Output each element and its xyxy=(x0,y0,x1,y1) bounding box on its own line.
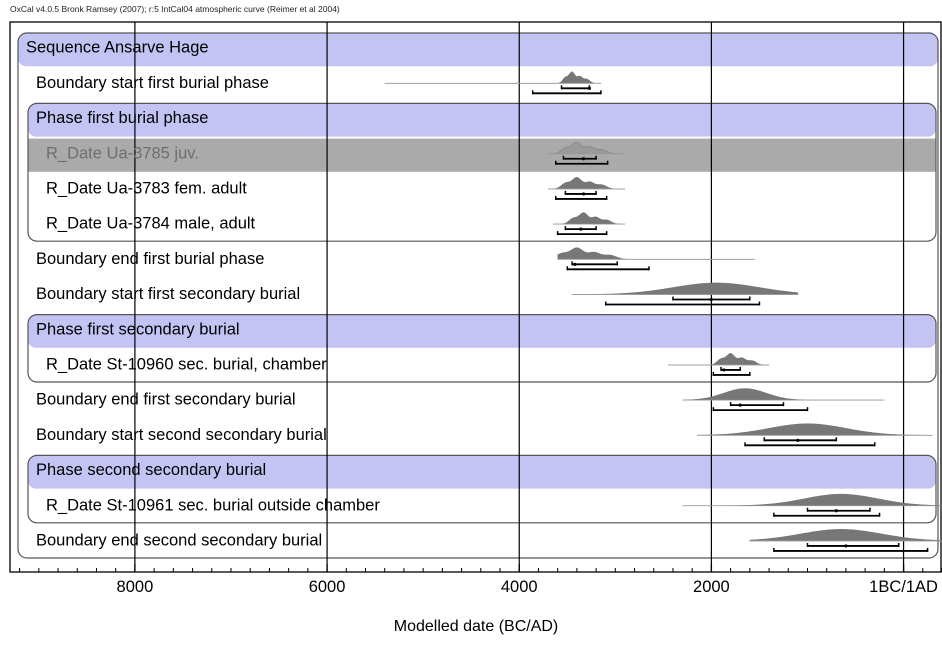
posterior-distribution xyxy=(557,247,755,260)
row-label: R_Date Ua-3783 fem. adult xyxy=(46,180,247,198)
median-marker xyxy=(582,192,586,196)
software-header: OxCal v4.0.5 Bronk Ramsey (2007); r:5 In… xyxy=(10,4,340,14)
tick-label: 1BC/1AD xyxy=(869,578,938,596)
median-marker xyxy=(582,157,586,161)
posterior-distribution xyxy=(668,353,770,366)
median-marker xyxy=(709,297,714,302)
median-marker xyxy=(573,262,577,266)
phase-label: Phase first burial phase xyxy=(36,109,208,127)
phase-header-band xyxy=(28,314,936,348)
median-marker xyxy=(722,368,726,372)
median-marker xyxy=(587,86,591,90)
median-marker xyxy=(844,544,848,548)
median-marker xyxy=(738,403,742,407)
posterior-distribution xyxy=(384,71,601,84)
row-label: R_Date St-10961 sec. burial outside cham… xyxy=(46,496,380,514)
tick-label: 4000 xyxy=(501,578,538,596)
posterior-distribution xyxy=(572,282,799,295)
plot-border xyxy=(9,21,942,573)
x-axis-label: Modelled date (BC/AD) xyxy=(394,618,559,635)
sequence-label: Sequence Ansarve Hage xyxy=(26,39,209,57)
row-label: R_Date Ua-3785 juv. xyxy=(46,144,199,162)
posterior-distribution xyxy=(696,423,933,436)
row-label: Boundary end first burial phase xyxy=(36,250,264,268)
tick-label: 6000 xyxy=(309,578,346,596)
phase-header-band xyxy=(28,455,936,489)
row-label: Boundary start first secondary burial xyxy=(36,285,300,303)
posterior-distribution xyxy=(682,388,885,401)
posterior-distribution xyxy=(552,212,625,225)
row-label: Boundary end second secondary burial xyxy=(36,532,322,550)
median-marker xyxy=(834,509,838,513)
row-label: Boundary start first burial phase xyxy=(36,74,269,92)
row-label: R_Date St-10960 sec. burial, chamber xyxy=(46,356,327,374)
median-marker xyxy=(579,227,583,231)
row-label: R_Date Ua-3784 male, adult xyxy=(46,215,256,233)
tick-label: 2000 xyxy=(693,578,730,596)
phase-frame xyxy=(27,314,937,383)
phase-label: Phase second secondary burial xyxy=(36,461,266,479)
posterior-distribution xyxy=(749,529,942,542)
excluded-row-band xyxy=(28,138,936,172)
posterior-distribution xyxy=(548,177,625,190)
sequence-header-band xyxy=(18,33,938,67)
sequence-frame xyxy=(17,32,939,559)
median-marker xyxy=(796,438,800,442)
phase-header-band xyxy=(28,103,936,137)
phase-frame xyxy=(27,454,937,524)
phase-frame xyxy=(27,102,937,242)
row-label: Boundary start second secondary burial xyxy=(36,426,327,444)
row-label: Boundary end first secondary burial xyxy=(36,391,296,409)
phase-label: Phase first secondary burial xyxy=(36,320,240,338)
tick-label: 8000 xyxy=(117,578,154,596)
